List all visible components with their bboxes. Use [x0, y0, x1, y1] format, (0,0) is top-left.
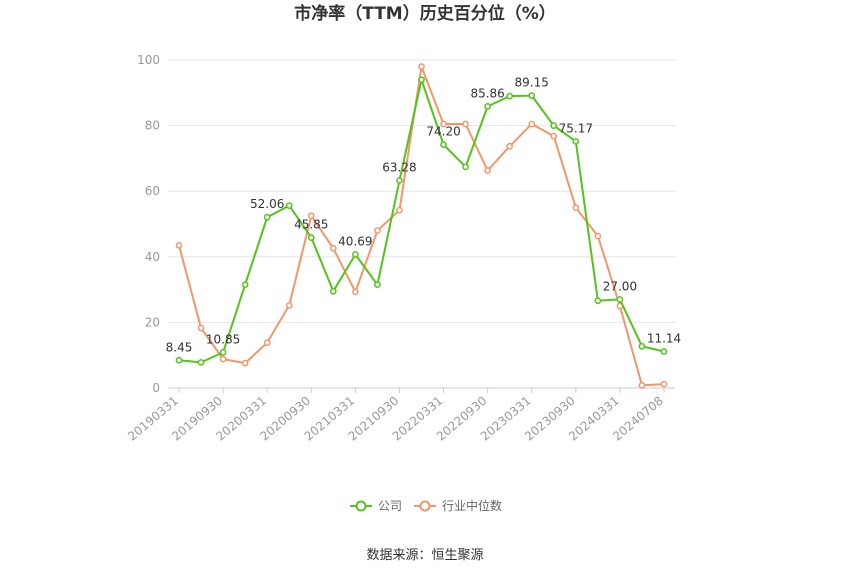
data-point[interactable] [307, 234, 315, 241]
y-tick-label: 100 [137, 53, 160, 67]
data-point[interactable] [285, 301, 293, 309]
data-point[interactable] [374, 227, 381, 234]
data-point[interactable] [175, 241, 183, 249]
data-point[interactable] [352, 251, 359, 258]
data-point[interactable] [396, 206, 403, 214]
data-point[interactable] [660, 348, 668, 355]
data-point[interactable] [329, 244, 337, 252]
data-point[interactable] [594, 297, 602, 305]
data-point[interactable] [528, 120, 536, 128]
data-point[interactable] [307, 212, 315, 220]
y-tick-label: 20 [145, 315, 160, 329]
y-axis: 0 20 40 60 80 100 [137, 53, 160, 395]
data-point[interactable] [263, 213, 271, 221]
data-label: 74.20 [426, 125, 460, 139]
data-point[interactable] [550, 132, 558, 140]
data-point[interactable] [197, 324, 205, 332]
data-label: 45.85 [294, 218, 328, 232]
data-point[interactable] [374, 281, 381, 289]
data-point[interactable] [506, 92, 514, 100]
y-tick-label: 60 [145, 184, 160, 198]
legend-label: 公司 [378, 499, 402, 513]
data-point[interactable] [594, 232, 602, 240]
data-point[interactable] [219, 355, 227, 363]
data-point[interactable] [440, 141, 447, 148]
data-point[interactable] [440, 120, 447, 128]
data-point[interactable] [550, 122, 558, 129]
data-point[interactable] [263, 339, 271, 347]
data-point[interactable] [285, 202, 293, 209]
data-point[interactable] [462, 163, 469, 171]
data-label: 85.86 [470, 86, 504, 100]
data-point[interactable] [506, 142, 514, 150]
chart-title: 市净率（TTM）历史百分位（%） [294, 3, 556, 24]
data-label: 52.06 [250, 197, 284, 211]
legend-item-industry-median[interactable]: 行业中位数 [414, 498, 502, 513]
legend-marker [419, 500, 431, 512]
y-tick-label: 80 [145, 119, 160, 133]
data-point[interactable] [418, 63, 425, 70]
data-point[interactable] [219, 349, 227, 356]
legend-marker [355, 500, 367, 512]
data-label: 63.28 [382, 160, 416, 174]
legend-item-company[interactable]: 公司 [350, 499, 402, 513]
data-labels: 8.45 10.85 52.06 45.85 40.69 63.28 74.20 85.86 8… [166, 76, 682, 355]
data-point[interactable] [329, 287, 337, 295]
data-point[interactable] [396, 177, 403, 184]
x-axis: 2019033120190930202003312020093020210331… [125, 388, 666, 444]
data-label: 89.15 [515, 76, 549, 90]
series-group [175, 63, 668, 389]
data-point[interactable] [197, 359, 205, 366]
grid [168, 59, 675, 389]
data-label: 40.69 [338, 235, 372, 249]
y-tick-label: 0 [152, 381, 160, 395]
data-point[interactable] [418, 76, 425, 84]
y-tick-label: 40 [145, 250, 160, 264]
data-label: 75.17 [559, 121, 593, 135]
data-point[interactable] [352, 288, 359, 296]
data-label: 27.00 [603, 279, 637, 293]
series-line-industry-median [178, 65, 665, 387]
legend[interactable]: 公司 行业中位数 [350, 498, 502, 513]
data-point[interactable] [638, 342, 646, 350]
data-point[interactable] [572, 204, 580, 211]
data-point[interactable] [462, 120, 469, 128]
data-point[interactable] [175, 356, 183, 364]
data-point[interactable] [616, 296, 624, 303]
data-point[interactable] [660, 380, 668, 388]
data-label: 10.85 [206, 332, 240, 346]
data-point[interactable] [572, 138, 580, 145]
legend-label: 行业中位数 [442, 498, 502, 513]
data-point[interactable] [484, 103, 491, 110]
data-label: 8.45 [166, 340, 193, 354]
data-point[interactable] [484, 167, 491, 174]
data-label: 11.14 [647, 331, 681, 345]
data-point[interactable] [241, 359, 249, 367]
data-point[interactable] [241, 281, 249, 289]
source-note: 数据来源：恒生聚源 [366, 548, 483, 563]
data-point[interactable] [528, 92, 536, 99]
data-point[interactable] [638, 382, 646, 389]
